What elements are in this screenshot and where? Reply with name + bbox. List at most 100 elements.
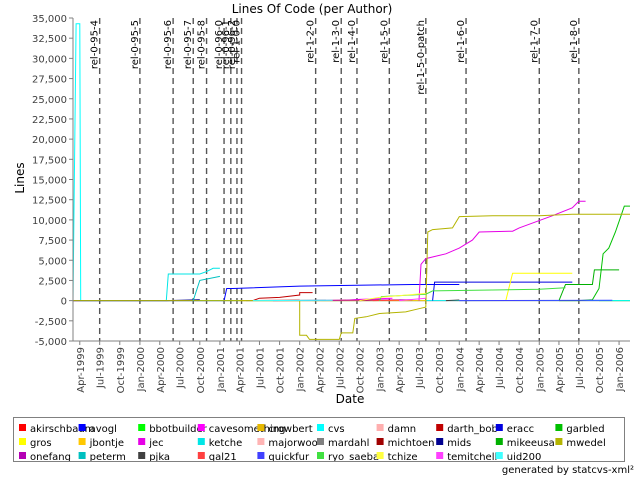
legend-label-ketche: ketche [209,438,243,449]
y-tick-label: 22,500 [32,115,67,126]
legend-label-pjka: pjka [149,452,170,461]
legend-label-uid200: uid200 [507,452,542,461]
legend-label-darth_bob: darth_bob [447,424,498,435]
x-tick-label: Apr-2003 [395,347,406,393]
release-marker-label: rel-1-2-0 [306,20,317,63]
legend-label-qal21: qal21 [209,452,237,461]
legend-label-bbotbuilder: bbotbuilder [149,424,207,435]
legend-swatch-darth_bob [436,424,444,431]
y-tick-label: 2,500 [38,276,67,287]
legend-swatch-damn [376,424,384,431]
legend-swatch-michtoen [376,438,384,445]
legend-label-ryo_saeba: ryo_saeba [328,452,379,461]
legend-swatch-qal21 [197,452,205,459]
legend-label-avogl: avogl [90,424,117,435]
legend-swatch-garbled [555,424,563,431]
legend-swatch-quickfur [257,452,265,459]
legend-swatch-mardahl [317,438,324,445]
legend-swatch-uid200 [495,452,503,459]
legend-swatch-avogl [78,424,86,431]
x-tick-label: Oct-2002 [355,347,366,393]
series-line-jec [418,200,586,301]
y-tick-label: -5,000 [35,337,67,348]
y-tick-label: 10,000 [32,216,67,227]
x-tick-label: Oct-2001 [276,347,287,393]
legend-swatch-ryo_saeba [317,452,324,459]
release-marker-label: rel-0-95-4 [90,20,101,69]
legend-label-onefang: onefang [30,452,71,461]
legend-label-jec: jec [148,438,163,449]
release-marker-label: rel-0-95-5 [130,20,141,69]
legend-swatch-cavesomething [197,424,205,431]
legend-swatch-peterm [78,452,86,459]
legend-label-jbontje: jbontje [89,438,124,449]
x-axis-label: Date [336,392,365,406]
y-tick-label: 17,500 [32,155,67,166]
legend-label-mikeeusa: mikeeusa [507,438,555,449]
y-tick-label: 32,500 [32,34,67,45]
release-marker-label: rel-1-3-0 [331,20,342,63]
x-tick-label: Jul-2001 [255,347,266,389]
series-line-eracc [432,281,573,301]
y-tick-label: 0 [61,297,67,308]
x-tick-label: Jan-2003 [375,347,386,392]
release-marker-label: rel-0-96-1 [221,20,232,69]
release-marker-label: rel-1-5-0 [379,20,390,63]
x-tick-label: Jul-2004 [495,347,506,389]
x-tick-label: Apr-2000 [156,347,167,393]
release-marker-label: rel-1-5-0-patch [416,20,427,95]
x-tick-label: Jul-2002 [335,347,346,389]
series-line-qal21 [372,299,400,302]
y-tick-label: 12,500 [32,196,67,207]
x-tick-label: Jan-2006 [615,347,626,392]
y-tick-label: 20,000 [32,135,67,146]
legend-swatch-mwedel [555,438,563,445]
series-line-temitchell [399,297,426,302]
x-tick-label: Apr-2001 [236,347,247,393]
series-line-darth_bob [252,292,313,302]
plot-area [73,18,630,341]
series-line-gros [505,272,573,301]
y-tick-label: 30,000 [32,54,67,65]
x-tick-label: Apr-2004 [475,347,486,393]
y-axis-label: Lines [13,162,27,193]
series-line-ketche [165,267,220,301]
legend-label-mwedel: mwedel [566,438,605,449]
x-tick-label: Jan-2000 [136,347,147,392]
legend-label-temitchell: temitchell [447,452,497,461]
chart-title: Lines Of Code (per Author) [232,2,393,16]
release-marker-label: rel-1-6-0 [456,20,467,63]
legend-swatch-cvs [317,424,324,431]
x-tick-label: Jul-2003 [415,347,426,389]
x-tick-label: Apr-1999 [76,347,87,393]
legend-label-michtoen: michtoen [388,438,435,449]
legend-swatch-gros [19,438,26,445]
x-tick-label: Jul-1999 [96,347,107,389]
release-marker-label: rel-0-96-2 [227,20,238,69]
legend-swatch-pjka [138,452,146,459]
series-line-mikeeusa [558,269,620,301]
x-tick-label: Apr-2002 [315,347,326,393]
legend-label-crowbert: crowbert [268,424,312,435]
release-marker-label: rel-1-7-0 [529,20,540,63]
legend-swatch-majorwoo [257,438,265,445]
series-line-pjka [445,299,460,302]
legend-label-gros: gros [30,438,52,449]
generated-by-note: generated by statcvs-xml² [501,465,634,476]
legend-label-peterm: peterm [90,452,126,461]
x-tick-label: Apr-2005 [555,347,566,393]
x-tick-label: Jan-2002 [296,347,307,392]
release-marker-label: rel-1-8-0 [569,20,580,63]
legend-label-mids: mids [447,438,471,449]
release-marker-label: rel-1-0-0 [232,20,243,63]
x-tick-label: Oct-2005 [595,347,606,393]
legend-label-eracc: eracc [507,424,534,435]
x-tick-label: Jan-2004 [455,347,466,392]
x-tick-label: Jul-2000 [176,347,187,389]
legend-label-quickfur: quickfur [268,452,310,461]
y-tick-label: 15,000 [32,176,67,187]
series-line-mwedel [73,213,630,340]
legend-label-mardahl: mardahl [328,438,369,449]
y-tick-label: 35,000 [32,14,67,25]
